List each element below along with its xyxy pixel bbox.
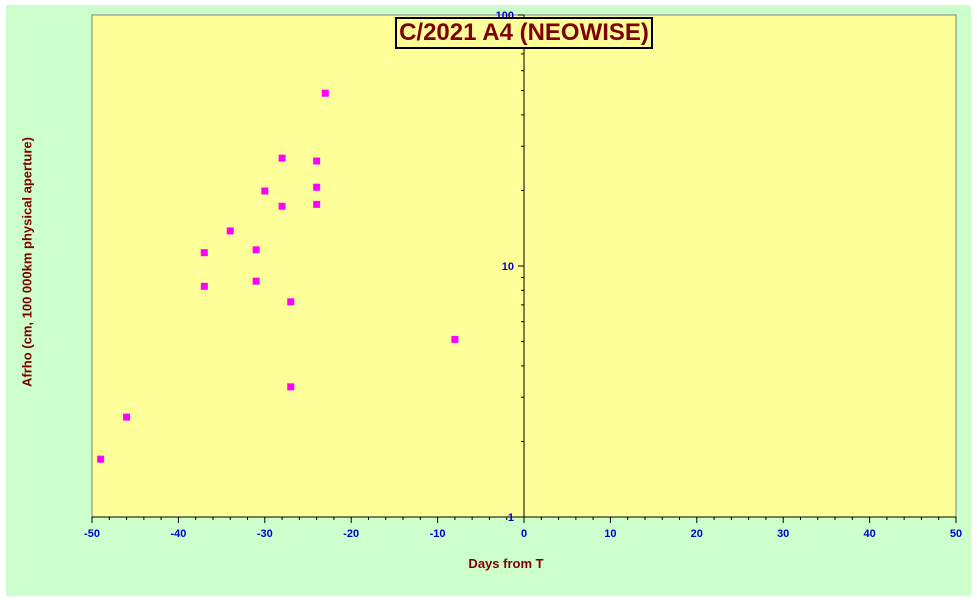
x-tick-label: 40 [863, 528, 875, 540]
x-axis-label: Days from T [468, 556, 544, 571]
x-tick-label: 20 [691, 528, 703, 540]
y-axis-label: Afrho (cm, 100 000km physical aperture) [19, 137, 35, 387]
data-point [278, 154, 286, 162]
data-point [313, 183, 321, 191]
x-tick-label: 30 [777, 528, 789, 540]
data-point [97, 455, 105, 463]
data-point [200, 249, 208, 257]
data-point [252, 277, 260, 285]
data-point [123, 413, 131, 421]
data-point [252, 246, 260, 254]
x-tick-label: 0 [521, 528, 527, 540]
data-point [321, 89, 329, 97]
data-point [313, 200, 321, 208]
data-point [287, 298, 295, 306]
x-tick-label: 50 [950, 528, 962, 540]
x-tick-label: -20 [343, 528, 359, 540]
data-point [313, 157, 321, 165]
y-tick-label: 10 [502, 261, 514, 273]
x-tick-label: -30 [257, 528, 273, 540]
x-tick-label: -40 [170, 528, 186, 540]
y-tick-label: 1 [508, 512, 514, 524]
data-point [451, 335, 459, 343]
data-point [287, 383, 295, 391]
data-point [226, 227, 234, 235]
chart-title: C/2021 A4 (NEOWISE) [395, 17, 653, 49]
x-tick-label: -50 [84, 528, 100, 540]
x-tick-label: 10 [604, 528, 616, 540]
x-tick-label: -10 [430, 528, 446, 540]
data-point [278, 202, 286, 210]
data-point [261, 187, 269, 195]
data-markers [97, 89, 459, 463]
data-point [200, 282, 208, 290]
